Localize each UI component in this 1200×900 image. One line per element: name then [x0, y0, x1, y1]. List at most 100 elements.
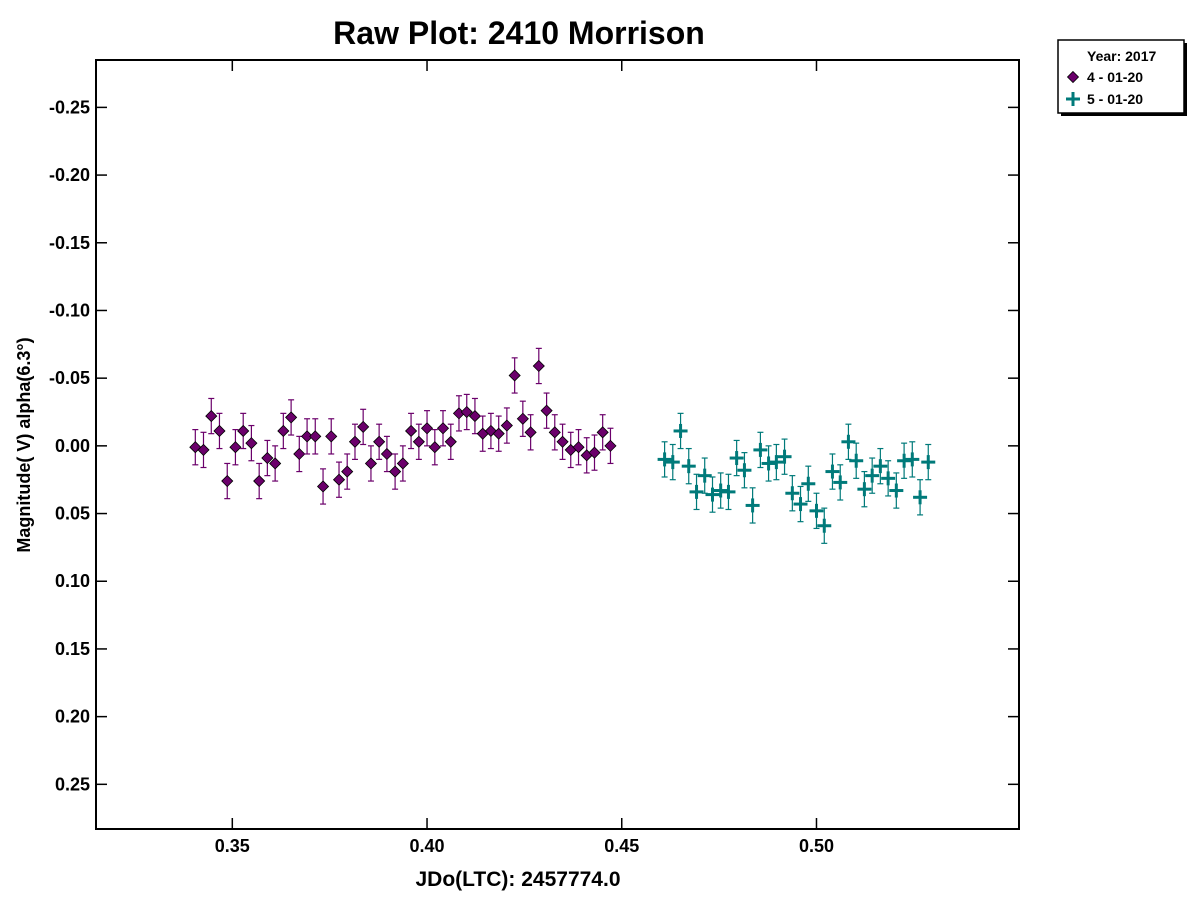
data-point [364, 457, 378, 470]
data-point [237, 424, 250, 438]
data-point [833, 475, 848, 490]
data-point [229, 441, 242, 454]
data-point [921, 455, 936, 470]
data-point [301, 430, 314, 443]
data-point [245, 437, 258, 450]
data-point [857, 482, 872, 497]
y-tick-label: 0.00 [55, 436, 90, 456]
y-axis-label: Magnitude( V) alpha(6.3°) [14, 337, 34, 552]
y-tick-label: -0.20 [49, 165, 90, 185]
y-axis: -0.25 -0.20 -0.15 -0.10 -0.05 0.00 0.05 0.10 0.1… [49, 97, 1019, 794]
data-point [809, 503, 824, 518]
x-tick-label: 0.35 [215, 836, 250, 856]
data-point [261, 451, 274, 465]
x-tick-label: 0.40 [410, 836, 445, 856]
data-point [881, 471, 896, 486]
data-point [348, 435, 362, 448]
data-point [737, 463, 752, 478]
data-point [548, 426, 561, 439]
plot-area [95, 59, 1020, 830]
data-point [556, 435, 569, 448]
data-point [817, 518, 832, 533]
data-point [492, 427, 505, 440]
y-tick-label: 0.05 [55, 504, 90, 524]
data-point [221, 474, 234, 488]
data-point [913, 490, 928, 505]
data-point [285, 411, 298, 424]
data-point [412, 435, 425, 448]
series-1 [189, 347, 617, 505]
data-point [745, 498, 760, 513]
data-point [332, 473, 346, 486]
x-tick-label: 0.45 [604, 836, 639, 856]
data-point [373, 435, 386, 448]
data-point [572, 441, 585, 454]
data-point [801, 476, 816, 491]
data-point [316, 480, 330, 493]
data-point [889, 483, 904, 498]
data-point [588, 446, 601, 459]
data-point [508, 369, 521, 382]
y-tick-label: -0.25 [49, 97, 90, 117]
data-point [309, 430, 322, 443]
legend-marker-plus [1066, 92, 1080, 106]
data-point [604, 439, 617, 452]
data-point [213, 424, 226, 438]
data-point [825, 464, 840, 479]
data-point [500, 419, 513, 432]
y-tick-label: -0.10 [49, 300, 90, 320]
data-point [865, 468, 880, 483]
data-point [532, 359, 545, 373]
data-point [681, 459, 696, 474]
data-point [205, 410, 218, 423]
y-tick-label: 0.15 [55, 639, 90, 659]
data-point [389, 465, 402, 478]
data-point [197, 443, 210, 456]
series-2 [657, 412, 936, 544]
x-tick-label: 0.50 [799, 836, 834, 856]
data-point [905, 452, 920, 467]
data-point [705, 487, 720, 502]
data-point [657, 452, 672, 467]
data-point [516, 412, 529, 425]
data-point [293, 447, 306, 461]
data-point [428, 441, 441, 454]
data-point [697, 468, 712, 483]
data-point [341, 465, 354, 478]
data-point [524, 426, 537, 439]
data-point [460, 405, 473, 419]
y-tick-label: -0.15 [49, 233, 90, 253]
legend-plus-icon [1066, 92, 1080, 106]
data-point [729, 451, 744, 466]
x-axis: 0.35 0.40 0.45 0.50 [215, 60, 834, 856]
data-point [596, 426, 609, 439]
chart-title: Raw Plot: 2410 Morrison [333, 15, 705, 51]
data-point [793, 497, 808, 512]
x-axis-label: JDo(LTC): 2457774.0 [415, 868, 620, 891]
y-tick-label: 0.10 [55, 571, 90, 591]
legend: Year: 2017 4 - 01-20 5 - 01-20 [1057, 39, 1187, 116]
data-point [380, 447, 393, 461]
data-point [673, 423, 688, 438]
legend-header: Year: 2017 [1087, 48, 1156, 64]
data-point [540, 404, 553, 417]
data-point [357, 420, 370, 433]
data-point [753, 442, 768, 457]
y-tick-label: 0.25 [55, 774, 90, 794]
data-point [420, 422, 434, 435]
legend-box [1057, 39, 1185, 114]
data-point [269, 457, 282, 470]
data-point [721, 484, 736, 499]
legend-entry-2: 5 - 01-20 [1087, 91, 1143, 107]
data-point [253, 474, 266, 488]
data-point [785, 486, 800, 501]
data-point [777, 449, 792, 464]
data-point [873, 459, 888, 474]
data-point [665, 455, 680, 470]
data-series [189, 347, 936, 544]
legend-diamond-icon [1066, 70, 1080, 84]
data-point [396, 457, 409, 470]
data-point [468, 410, 482, 423]
data-point [444, 435, 457, 448]
